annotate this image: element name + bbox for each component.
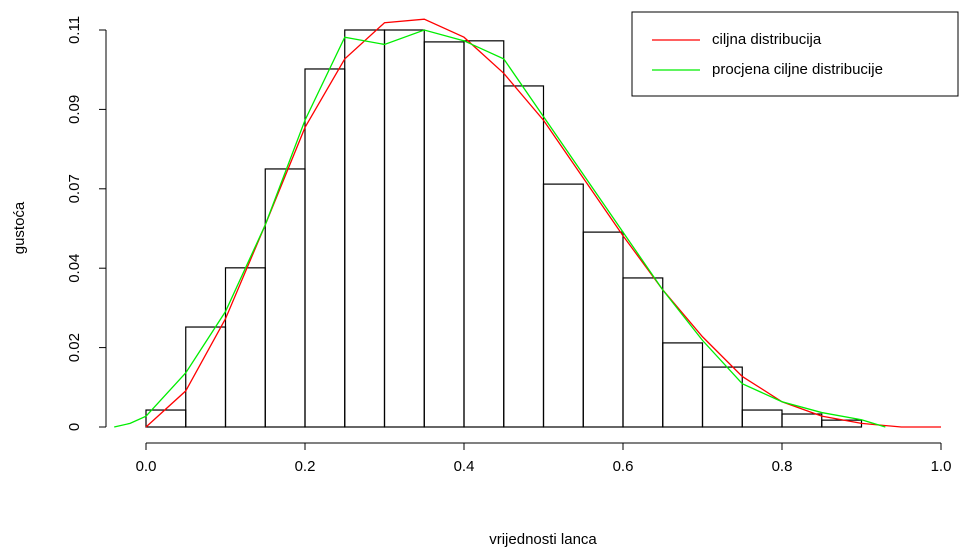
x-tick-label: 0.4 (454, 458, 475, 475)
legend-box (631, 11, 959, 97)
x-tick-label: 0.0 (136, 458, 157, 475)
bar (741, 409, 783, 428)
legend-label: procjena ciljne distribucije (712, 61, 883, 78)
x-tick-label: 1.0 (931, 458, 952, 475)
bar (304, 68, 346, 428)
bar (463, 40, 505, 428)
bar (344, 29, 386, 428)
legend-label: ciljna distribucija (712, 31, 822, 48)
y-tick-label: 0.07 (66, 174, 83, 203)
y-tick-label: 0 (66, 423, 83, 431)
y-tick-label: 0.04 (66, 254, 83, 283)
y-tick-label: 0.09 (66, 95, 83, 124)
y-tick-label: 0.02 (66, 333, 83, 362)
x-axis-label: vrijednosti lanca (489, 531, 597, 548)
y-axis-label: gustoća (11, 201, 28, 254)
bar (145, 409, 187, 428)
bar (701, 366, 743, 428)
x-tick-label: 0.8 (772, 458, 793, 475)
density-line (145, 18, 941, 428)
bar (781, 413, 823, 428)
bar (503, 85, 545, 428)
density-line (114, 29, 886, 428)
bar (423, 41, 465, 428)
x-tick-label: 0.6 (613, 458, 634, 475)
x-tick-label: 0.2 (295, 458, 316, 475)
bar (662, 342, 704, 428)
bar (821, 419, 863, 428)
bar (622, 277, 664, 428)
bar (224, 267, 266, 428)
y-tick-label: 0.11 (66, 16, 83, 44)
bar (542, 183, 584, 428)
bar (582, 231, 624, 428)
bar (383, 29, 425, 428)
